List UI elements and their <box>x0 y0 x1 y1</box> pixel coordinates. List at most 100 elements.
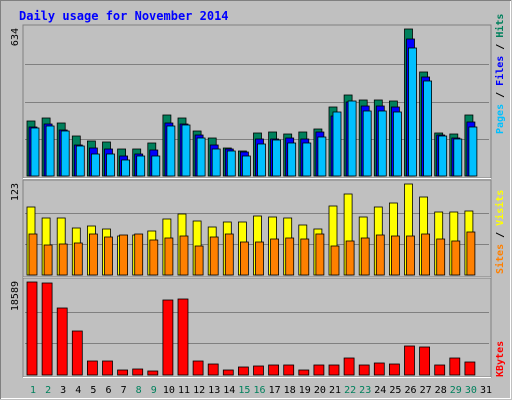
bar-sites-day-21 <box>330 245 340 276</box>
x-axis-day-labels: 1 2 3 4 5 6 7 8 9 10 11 12 13 14 15 16 17 18 19 20 21 22 23 24 2… <box>30 385 492 396</box>
bar-pages-day-29 <box>453 138 463 177</box>
bar-sites-day-24 <box>375 234 385 276</box>
legend-pages-files-hits: Pages / Files / Hits <box>494 14 506 134</box>
bar-pages-day-3 <box>60 130 70 177</box>
chart-panel-kbytes: 18589 <box>10 277 492 378</box>
bar-pages-day-13 <box>211 148 221 177</box>
x-tick-label-day-2: 2 <box>45 385 51 396</box>
x-tick-label-day-12: 12 <box>193 385 205 396</box>
x-tick-label-day-20: 20 <box>314 385 326 396</box>
bar-sites-day-29 <box>451 240 461 276</box>
bar-pages-day-10 <box>166 125 176 177</box>
x-tick-label-day-22: 22 <box>344 385 356 396</box>
y-max-label: 634 <box>10 28 21 46</box>
bar-kbytes-day-24 <box>373 362 385 376</box>
bar-kbytes-day-28 <box>434 364 446 376</box>
x-tick-label-day-3: 3 <box>60 385 66 396</box>
chart-panel-hits-files-pages: 634 <box>10 24 492 179</box>
bar-sites-day-12 <box>194 245 204 276</box>
bar-sites-day-1 <box>28 233 38 276</box>
bar-sites-day-8 <box>134 233 144 276</box>
bar-kbytes-day-12 <box>192 360 204 376</box>
bar-kbytes-day-15 <box>237 366 249 376</box>
x-tick-label-day-31: 31 <box>480 385 492 396</box>
bar-pages-day-18 <box>287 142 297 177</box>
x-tick-label-day-23: 23 <box>359 385 371 396</box>
legend-separator: / <box>495 226 506 244</box>
bar-pages-day-11 <box>181 124 191 177</box>
x-tick-label-day-6: 6 <box>105 385 111 396</box>
chart-title: Daily usage for November 2014 <box>19 9 229 23</box>
x-tick-label-day-25: 25 <box>389 385 401 396</box>
bar-kbytes-day-22 <box>343 357 355 376</box>
legend-kbytes-label: KBytes <box>495 341 506 377</box>
bar-sites-day-17 <box>270 238 280 276</box>
bar-kbytes-day-8 <box>132 368 144 376</box>
bar-sites-day-28 <box>436 238 446 276</box>
x-tick-label-day-28: 28 <box>435 385 447 396</box>
bar-pages-day-27 <box>423 80 433 177</box>
bar-kbytes-day-9 <box>147 370 159 376</box>
x-tick-label-day-10: 10 <box>163 385 175 396</box>
bar-sites-day-20 <box>315 233 325 276</box>
legend-sites-visits: Sites / Visits <box>494 190 506 274</box>
bar-kbytes-day-19 <box>298 369 310 376</box>
legend-kbytes: KBytes <box>495 341 506 377</box>
bar-pages-day-23 <box>362 110 372 177</box>
legend-sites: Sites <box>494 244 506 274</box>
bar-pages-day-5 <box>91 153 100 177</box>
x-tick-label-day-16: 16 <box>253 385 265 396</box>
bar-sites-day-22 <box>345 240 355 276</box>
y-max-label: 123 <box>10 183 21 201</box>
bar-pages-day-17 <box>272 139 282 177</box>
x-tick-label-day-26: 26 <box>404 385 416 396</box>
bar-sites-day-11 <box>179 235 189 276</box>
bar-pages-day-21 <box>332 111 342 177</box>
bar-sites-day-26 <box>406 235 415 276</box>
x-tick-label-day-14: 14 <box>223 385 235 396</box>
bar-kbytes-day-5 <box>87 360 98 376</box>
bar-kbytes-day-2 <box>41 282 53 376</box>
bar-kbytes-day-20 <box>313 364 325 376</box>
bar-kbytes-day-18 <box>283 364 295 376</box>
bar-sites-day-25 <box>390 235 400 276</box>
x-tick-label-day-5: 5 <box>90 385 96 396</box>
bar-kbytes-day-30 <box>464 361 476 376</box>
bar-kbytes-day-21 <box>328 364 340 376</box>
bar-pages-day-1 <box>30 127 40 177</box>
x-tick-label-day-27: 27 <box>420 385 432 396</box>
bar-kbytes-day-13 <box>207 363 219 376</box>
x-tick-label-day-15: 15 <box>238 385 250 396</box>
bar-kbytes-day-11 <box>177 298 189 376</box>
x-tick-label-day-29: 29 <box>450 385 462 396</box>
bar-kbytes-day-17 <box>268 364 280 376</box>
x-tick-label-day-17: 17 <box>269 385 281 396</box>
x-tick-label-day-7: 7 <box>121 385 127 396</box>
bar-kbytes-day-25 <box>388 363 400 376</box>
bar-kbytes-day-29 <box>449 357 461 376</box>
x-tick-label-day-30: 30 <box>465 385 477 396</box>
bar-sites-day-30 <box>466 231 476 276</box>
y-max-label: 18589 <box>10 281 21 311</box>
bar-pages-day-30 <box>468 126 478 177</box>
bar-sites-day-9 <box>149 239 159 276</box>
bar-pages-day-6 <box>106 153 115 177</box>
bar-sites-day-4 <box>73 242 83 276</box>
x-tick-label-day-4: 4 <box>75 385 81 396</box>
bar-pages-day-22 <box>347 100 357 177</box>
bar-sites-day-15 <box>239 241 249 276</box>
bar-pages-day-19 <box>302 142 312 177</box>
bar-sites-day-27 <box>421 233 431 276</box>
legend-files: Files <box>494 56 506 86</box>
bar-sites-day-2 <box>43 244 53 276</box>
bar-kbytes-day-23 <box>358 364 370 376</box>
bar-pages-day-12 <box>196 137 206 177</box>
x-tick-label-day-8: 8 <box>136 385 142 396</box>
bar-pages-day-24 <box>377 110 387 177</box>
x-tick-label-day-19: 19 <box>299 385 311 396</box>
x-tick-label-day-21: 21 <box>329 385 341 396</box>
bar-pages-day-15 <box>241 155 251 177</box>
bar-sites-day-13 <box>209 236 219 276</box>
bar-sites-day-6 <box>104 236 113 276</box>
bar-sites-day-18 <box>285 237 295 276</box>
